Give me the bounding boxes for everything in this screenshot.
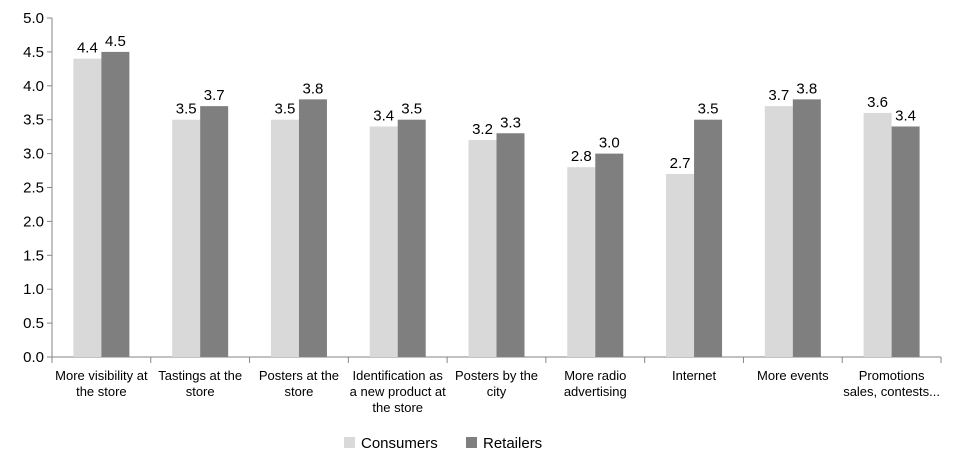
data-label: 3.3: [500, 114, 521, 131]
x-category-label: More radio: [564, 368, 626, 383]
x-category-label: store: [284, 384, 313, 399]
bar-retailers: [496, 133, 525, 357]
x-category-label: Posters by the: [455, 368, 538, 383]
bar-retailers: [595, 153, 624, 357]
x-category-label: the store: [76, 384, 127, 399]
y-tick-label: 0.0: [23, 349, 44, 366]
data-label: 3.6: [867, 94, 888, 111]
y-tick-label: 3.5: [23, 112, 44, 129]
x-category-label: Identification as: [353, 368, 444, 383]
bar-retailers: [694, 119, 723, 357]
bar-consumers: [567, 167, 596, 357]
y-tick-label: 0.5: [23, 315, 44, 332]
x-category-label: sales, contests...: [843, 384, 940, 399]
bar-retailers: [792, 99, 821, 358]
data-label: 4.4: [77, 40, 98, 57]
y-tick-label: 3.0: [23, 146, 44, 163]
bar-retailers: [101, 51, 130, 358]
x-category-label: city: [487, 384, 507, 399]
y-tick-label: 4.0: [23, 78, 44, 95]
y-tick-label: 1.5: [23, 247, 44, 264]
y-tick-label: 2.5: [23, 180, 44, 197]
data-label: 4.5: [105, 33, 126, 50]
bar-consumers: [73, 58, 102, 358]
data-label: 3.4: [373, 107, 394, 124]
data-label: 2.7: [670, 155, 691, 172]
x-category-label: Internet: [672, 368, 716, 383]
x-category-label: advertising: [564, 384, 627, 399]
x-category-label: Posters at the: [259, 368, 339, 383]
bar-retailers: [298, 99, 327, 358]
data-label: 3.7: [768, 87, 789, 104]
x-category-label: More visibility at: [55, 368, 148, 383]
y-tick-label: 4.5: [23, 44, 44, 61]
bar-retailers: [891, 126, 920, 357]
bar-consumers: [270, 119, 299, 357]
x-category-label: the store: [372, 400, 423, 415]
bar-consumers: [863, 112, 892, 357]
bar-retailers: [200, 106, 229, 357]
bar-consumers: [468, 140, 497, 357]
data-label: 3.5: [401, 101, 422, 118]
bar-consumers: [369, 126, 398, 357]
data-label: 3.7: [204, 87, 225, 104]
data-label: 3.4: [895, 107, 916, 124]
bar-consumers: [666, 173, 695, 357]
legend-label: Consumers: [361, 435, 438, 452]
data-label: 3.2: [472, 121, 493, 138]
data-label: 3.5: [275, 101, 296, 118]
data-label: 3.8: [796, 80, 817, 97]
data-label: 3.0: [599, 135, 620, 152]
x-category-label: Tastings at the: [158, 368, 242, 383]
bar-consumers: [172, 119, 201, 357]
bar-consumers: [764, 106, 793, 357]
y-tick-label: 5.0: [23, 10, 44, 27]
bar-retailers: [397, 119, 426, 357]
data-label: 2.8: [571, 148, 592, 165]
x-category-label: Promotions: [859, 368, 925, 383]
legend-label: Retailers: [483, 435, 542, 452]
x-category-label: a new product at: [350, 384, 447, 399]
data-label: 3.5: [176, 101, 197, 118]
x-category-label: More events: [757, 368, 829, 383]
x-category-label: store: [186, 384, 215, 399]
legend-swatch-consumers: [344, 437, 355, 448]
data-label: 3.5: [698, 101, 719, 118]
legend-swatch-retailers: [466, 437, 477, 448]
data-label: 3.8: [303, 80, 324, 97]
y-tick-label: 2.0: [23, 213, 44, 230]
y-tick-label: 1.0: [23, 281, 44, 298]
